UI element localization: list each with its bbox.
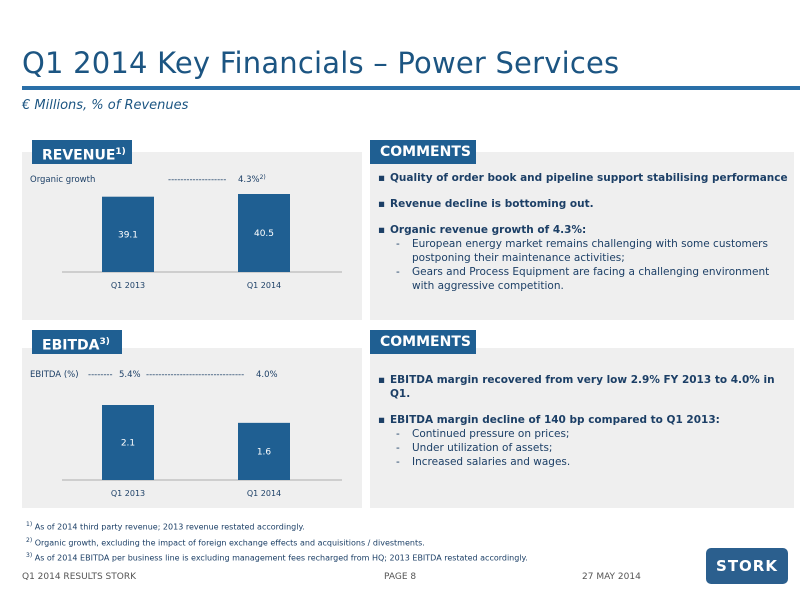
revenue-comments: Quality of order book and pipeline suppo… bbox=[378, 171, 788, 293]
revenue-bar-q1-2014 bbox=[238, 194, 290, 272]
ebitda-value-q1-2014: 1.6 bbox=[257, 447, 272, 457]
ebitda-tag: EBITDA3) bbox=[32, 330, 122, 354]
ebitda-margin-dashes-a: -------- bbox=[88, 370, 113, 380]
title-divider bbox=[22, 86, 800, 90]
page-title: Q1 2014 Key Financials – Power Services bbox=[22, 46, 620, 80]
ebitda-chart: EBITDA (%) -------- 5.4% ---------------… bbox=[30, 370, 342, 498]
comment-subitem: Under utilization of assets; bbox=[378, 441, 788, 455]
revenue-tag-label: REVENUE bbox=[42, 147, 116, 164]
organic-growth-dashes: ------------------- bbox=[168, 175, 226, 185]
revenue-bar-q1-2013 bbox=[102, 196, 154, 272]
footnote-text: As of 2014 EBITDA per business line is e… bbox=[34, 553, 528, 563]
revenue-tag: REVENUE1) bbox=[32, 140, 132, 164]
ebitda-margin-dashes-b: -------------------------------- bbox=[146, 370, 244, 380]
comments-tag-ebitda: COMMENTS bbox=[370, 330, 476, 354]
footer-page-number: PAGE 8 bbox=[384, 572, 417, 582]
ebitda-margin-2014: 4.0% bbox=[256, 370, 278, 380]
comment-subitem: Gears and Process Equipment are facing a… bbox=[378, 265, 788, 293]
comment-bullet: Revenue decline is bottoming out. bbox=[378, 197, 788, 211]
comment-subitem: Continued pressure on prices; bbox=[378, 427, 788, 441]
comment-bullet: Organic revenue growth of 4.3%: bbox=[378, 223, 788, 237]
organic-growth-number: 4.3% bbox=[238, 175, 260, 185]
comments-tag-revenue: COMMENTS bbox=[370, 140, 476, 164]
footer-date: 27 MAY 2014 bbox=[582, 572, 641, 582]
footnote-3: 3) As of 2014 EBITDA per business line i… bbox=[26, 549, 528, 565]
ebitda-panel bbox=[22, 348, 362, 508]
ebitda-bar-q1-2014 bbox=[238, 422, 290, 480]
footnote-text: Organic growth, excluding the impact of … bbox=[34, 538, 425, 548]
revenue-chart: Organic growth ------------------- 4.3%2… bbox=[30, 174, 342, 290]
ebitda-category-q1-2013: Q1 2013 bbox=[111, 489, 145, 498]
organic-growth-footnote: 2) bbox=[260, 174, 266, 181]
comment-subitem: European energy market remains challengi… bbox=[378, 237, 788, 265]
revenue-tag-footnote: 1) bbox=[115, 147, 126, 157]
footnote-marker: 3) bbox=[26, 552, 33, 560]
ebitda-category-q1-2014: Q1 2014 bbox=[247, 489, 281, 498]
organic-growth-label: Organic growth bbox=[30, 175, 95, 185]
revenue-panel bbox=[22, 152, 362, 320]
comment-bullet: Quality of order book and pipeline suppo… bbox=[378, 171, 788, 185]
organic-growth-value: 4.3%2) bbox=[238, 174, 266, 185]
ebitda-comments: EBITDA margin recovered from very low 2.… bbox=[378, 373, 788, 469]
revenue-category-q1-2013: Q1 2013 bbox=[111, 281, 145, 290]
comment-subitem: Increased salaries and wages. bbox=[378, 455, 788, 469]
stork-logo: STORK bbox=[706, 548, 788, 584]
page-subtitle: € Millions, % of Revenues bbox=[22, 98, 189, 113]
footnote-2: 2) Organic growth, excluding the impact … bbox=[26, 534, 528, 550]
comment-bullet: EBITDA margin decline of 140 bp compared… bbox=[378, 413, 788, 427]
footnote-1: 1) As of 2014 third party revenue; 2013 … bbox=[26, 518, 528, 534]
revenue-category-q1-2014: Q1 2014 bbox=[247, 281, 281, 290]
footnote-text: As of 2014 third party revenue; 2013 rev… bbox=[34, 522, 305, 532]
ebitda-margin-2013: 5.4% bbox=[119, 370, 141, 380]
revenue-value-q1-2014: 40.5 bbox=[254, 229, 274, 239]
ebitda-tag-footnote: 3) bbox=[99, 337, 110, 347]
ebitda-bar-q1-2013 bbox=[102, 405, 154, 480]
comment-bullet: EBITDA margin recovered from very low 2.… bbox=[378, 373, 788, 401]
revenue-value-q1-2013: 39.1 bbox=[118, 230, 138, 240]
ebitda-margin-label: EBITDA (%) bbox=[30, 370, 79, 380]
footnote-marker: 2) bbox=[26, 536, 33, 544]
ebitda-value-q1-2013: 2.1 bbox=[121, 439, 135, 449]
ebitda-tag-label: EBITDA bbox=[42, 337, 100, 354]
footnote-marker: 1) bbox=[26, 521, 33, 528]
footer-presentation-title: Q1 2014 RESULTS STORK bbox=[22, 572, 136, 582]
footnotes: 1) As of 2014 third party revenue; 2013 … bbox=[26, 518, 528, 565]
